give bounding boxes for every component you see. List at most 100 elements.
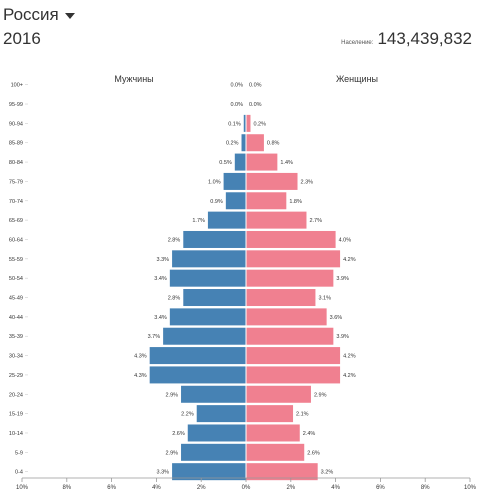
age-group-label: 25-29	[9, 373, 23, 379]
x-axis-tick-label: 6%	[376, 485, 385, 491]
male-bar	[169, 308, 246, 326]
male-bar-value-label: 2.8%	[168, 237, 181, 243]
male-bar-value-label: 3.7%	[148, 334, 161, 340]
female-bar	[246, 405, 294, 423]
x-axis-tick-label: 4%	[152, 485, 161, 491]
female-series-title: Женщины	[336, 74, 378, 84]
female-bar	[246, 463, 318, 481]
x-axis-tick-label: 10%	[464, 485, 477, 491]
age-group-label: 10-14	[9, 431, 23, 437]
male-bar	[225, 192, 246, 210]
female-bar	[246, 347, 341, 365]
chevron-down-icon[interactable]	[64, 13, 75, 19]
age-group-label: 35-39	[9, 334, 23, 340]
female-bar	[246, 211, 307, 229]
age-group-label: 85-89	[9, 141, 23, 147]
female-bar-value-label: 0.2%	[253, 121, 266, 127]
male-bar-value-label: 1.0%	[208, 179, 221, 185]
female-bar-value-label: 1.8%	[289, 199, 302, 205]
female-bar-value-label: 3.9%	[336, 334, 349, 340]
male-bar	[169, 269, 246, 287]
female-bar	[246, 250, 341, 268]
male-bar	[163, 327, 246, 345]
male-bar-value-label: 4.3%	[134, 354, 147, 360]
female-bar-value-label: 2.6%	[307, 450, 320, 456]
x-axis-tick-label: 4%	[331, 485, 340, 491]
age-group-label: 90-94	[9, 121, 23, 127]
year-label: 2016	[3, 29, 41, 48]
age-group-label: 55-59	[9, 257, 23, 263]
age-group-label: 95-99	[9, 102, 23, 108]
female-bar-value-label: 2.3%	[301, 179, 314, 185]
male-bar-value-label: 3.3%	[157, 470, 170, 476]
male-bar-value-label: 4.3%	[134, 373, 147, 379]
male-bar-value-label: 2.6%	[172, 431, 185, 437]
female-bar-value-label: 4.2%	[343, 373, 356, 379]
female-bar	[246, 327, 334, 345]
female-bar-value-label: 2.4%	[303, 431, 316, 437]
country-name[interactable]: Россия	[3, 5, 59, 24]
age-group-label: 30-34	[9, 354, 23, 360]
header: Россия 2016 Население: 143,439,832	[0, 0, 480, 60]
female-bar-value-label: 2.9%	[314, 392, 327, 398]
age-group-label: 60-64	[9, 237, 23, 243]
x-axis-tick-label: 8%	[62, 485, 71, 491]
population-value: 143,439,832	[377, 29, 472, 48]
male-bar-value-label: 1.7%	[192, 218, 205, 224]
female-bar	[246, 443, 305, 461]
female-bar-value-label: 4.2%	[343, 257, 356, 263]
female-bar-value-label: 2.7%	[309, 218, 322, 224]
male-bar	[207, 211, 246, 229]
female-bar-value-label: 2.1%	[296, 412, 309, 418]
female-bar-value-label: 0.0%	[249, 83, 262, 89]
female-bar	[246, 172, 298, 190]
age-group-label: 100+	[11, 83, 23, 89]
female-bar	[246, 385, 311, 403]
male-bar	[149, 366, 246, 384]
x-axis-tick-label: 0%	[242, 485, 251, 491]
male-bar-value-label: 3.4%	[154, 276, 167, 282]
male-bar-value-label: 3.3%	[157, 257, 170, 263]
male-bar	[243, 114, 246, 132]
female-bar	[246, 424, 300, 442]
age-group-label: 20-24	[9, 392, 23, 398]
population-display: Население: 143,439,832	[341, 29, 472, 49]
male-bar	[183, 230, 246, 248]
female-bar-value-label: 0.8%	[267, 141, 280, 147]
age-group-label: 75-79	[9, 179, 23, 185]
population-pyramid-chart: Мужчины Женщины 100+ 0.0% 0.0% 95-99 0.0% 0.0…	[9, 74, 477, 491]
female-bar-value-label: 3.1%	[318, 296, 331, 302]
male-bar-value-label: 2.2%	[181, 412, 194, 418]
female-bar	[246, 192, 287, 210]
female-bar-value-label: 3.2%	[321, 470, 334, 476]
male-bar-value-label: 0.1%	[228, 121, 241, 127]
age-group-label: 0-4	[15, 470, 23, 476]
male-bar-value-label: 2.9%	[165, 392, 178, 398]
x-axis-tick-label: 10%	[16, 485, 29, 491]
male-bar	[187, 424, 246, 442]
female-bar-value-label: 3.9%	[336, 276, 349, 282]
age-group-label: 15-19	[9, 412, 23, 418]
male-series-title: Мужчины	[114, 74, 153, 84]
male-bar	[234, 153, 246, 171]
male-bar-value-label: 2.8%	[168, 296, 181, 302]
x-axis-tick-label: 2%	[197, 485, 206, 491]
age-group-label: 65-69	[9, 218, 23, 224]
male-bar	[241, 134, 246, 152]
female-bar-value-label: 3.6%	[330, 315, 343, 321]
female-bar	[246, 134, 264, 152]
male-bar-value-label: 3.4%	[154, 315, 167, 321]
age-group-label: 70-74	[9, 199, 23, 205]
female-bar	[246, 269, 334, 287]
male-bar	[183, 289, 246, 307]
country-selector[interactable]: Россия	[3, 5, 75, 25]
age-group-label: 50-54	[9, 276, 23, 282]
male-bar	[181, 385, 246, 403]
age-group-label: 45-49	[9, 296, 23, 302]
male-bar-value-label: 0.9%	[210, 199, 223, 205]
population-label: Население:	[341, 40, 374, 46]
x-axis-tick-label: 6%	[107, 485, 116, 491]
age-group-label: 5-9	[15, 450, 23, 456]
female-bar-value-label: 4.0%	[339, 237, 352, 243]
female-bar	[246, 230, 336, 248]
